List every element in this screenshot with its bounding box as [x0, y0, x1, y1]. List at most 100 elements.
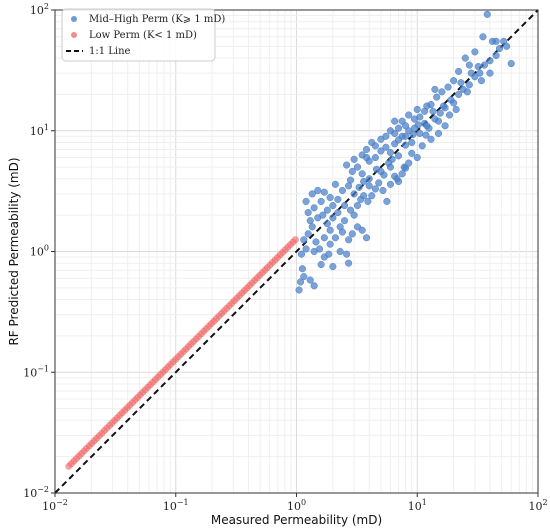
data-point-mid-high — [444, 83, 452, 91]
data-point-mid-high — [362, 153, 371, 162]
data-point-mid-high — [306, 276, 314, 284]
y-axis-label: RF Predicted Permeability (mD) — [7, 157, 21, 345]
x-tick-label: 10−1 — [163, 498, 189, 513]
data-point-mid-high — [319, 211, 327, 219]
data-point-mid-high — [348, 167, 356, 176]
data-point-mid-high — [465, 81, 473, 89]
data-point-mid-high — [304, 209, 312, 217]
data-point-mid-high — [358, 226, 366, 234]
data-point-mid-high — [300, 236, 308, 244]
legend-label-low: Low Perm (K< 1 mD) — [89, 30, 197, 41]
data-point-mid-high — [394, 152, 403, 160]
one-to-one-line-layer — [54, 9, 539, 494]
data-point-mid-high — [474, 63, 482, 71]
data-point-mid-high — [401, 122, 410, 130]
data-point-mid-high — [308, 190, 316, 198]
data-point-mid-high — [400, 163, 408, 171]
data-point-mid-high — [343, 161, 351, 169]
data-point-mid-high — [439, 102, 448, 110]
data-point-mid-high — [302, 245, 310, 253]
data-point-mid-high — [405, 111, 413, 119]
data-point-mid-high — [372, 165, 381, 173]
data-point-mid-high — [463, 88, 471, 96]
data-point-mid-high — [317, 260, 325, 269]
data-point-mid-high — [386, 148, 395, 157]
data-point-mid-high — [377, 135, 385, 143]
data-point-mid-high — [483, 10, 491, 18]
data-point-mid-high — [455, 67, 463, 75]
data-point-mid-high — [346, 206, 355, 214]
legend-box — [61, 8, 216, 62]
data-point-mid-high — [452, 105, 460, 114]
legend: Mid–High Perm (K⩾ 1 mD) Low Perm (K< 1 m… — [61, 8, 225, 62]
data-point-mid-high — [297, 250, 306, 258]
data-point-mid-high — [314, 186, 322, 195]
data-point-mid-high — [331, 180, 339, 188]
y-tick-label: 10−2 — [23, 485, 49, 500]
data-point-mid-high — [405, 159, 413, 167]
legend-marker-mid-high — [71, 16, 77, 22]
data-point-mid-high — [386, 180, 395, 188]
data-point-mid-high — [346, 176, 355, 184]
data-point-mid-high — [379, 186, 387, 195]
data-point-mid-high — [455, 90, 463, 98]
data-point-mid-high — [401, 141, 410, 149]
data-point-mid-high — [355, 183, 363, 191]
data-point-mid-high — [480, 61, 488, 69]
data-point-mid-high — [326, 240, 334, 248]
data-point-mid-high — [450, 77, 458, 85]
data-point-mid-high — [360, 177, 368, 186]
x-tick-label: 102 — [528, 498, 547, 513]
x-tick-label: 10−2 — [42, 498, 68, 513]
data-point-mid-high — [388, 155, 396, 163]
data-point-mid-high — [382, 143, 390, 151]
data-point-mid-high — [320, 234, 328, 242]
data-point-mid-high — [401, 132, 410, 140]
data-point-mid-high — [433, 93, 441, 101]
data-point-mid-high — [358, 170, 366, 178]
data-point-mid-high — [310, 204, 318, 212]
data-point-mid-high — [416, 129, 424, 137]
data-point-mid-high — [312, 238, 320, 246]
data-point-mid-high — [371, 153, 379, 162]
data-point-mid-high — [323, 220, 331, 228]
data-point-mid-high — [408, 149, 416, 157]
data-point-mid-high — [310, 282, 318, 290]
data-point-mid-high — [441, 122, 449, 130]
data-point-mid-high — [438, 88, 446, 96]
data-point-mid-high — [350, 155, 358, 163]
x-axis-label: Measured Permeability (mD) — [211, 513, 382, 527]
y-tick-label: 10−1 — [23, 364, 49, 379]
x-tick-label: 101 — [408, 498, 427, 513]
data-point-mid-high — [436, 109, 444, 117]
data-point-mid-high — [331, 234, 339, 242]
data-point-mid-high — [423, 122, 431, 130]
data-point-mid-high — [479, 33, 487, 41]
data-point-mid-high — [343, 250, 351, 258]
data-point-mid-high — [317, 197, 325, 205]
data-point-mid-high — [486, 69, 494, 77]
data-point-mid-high — [326, 193, 334, 202]
x-tick-label: 100 — [287, 498, 306, 513]
data-point-mid-high — [345, 236, 353, 244]
data-point-mid-high — [429, 107, 437, 115]
data-point-mid-high — [308, 223, 316, 231]
data-point-mid-high — [310, 247, 318, 256]
y-tick-label: 101 — [30, 123, 49, 138]
data-point-mid-high — [465, 61, 473, 69]
data-point-mid-high — [371, 185, 379, 193]
data-point-mid-high — [362, 145, 371, 154]
data-point-mid-high — [457, 79, 465, 87]
data-point-mid-high — [398, 170, 406, 178]
data-point-mid-high — [414, 121, 422, 129]
y-tick-label: 100 — [30, 244, 49, 259]
data-point-mid-high — [306, 217, 314, 225]
data-point-mid-high — [348, 230, 356, 238]
data-point-mid-high — [427, 135, 435, 143]
legend-marker-low — [71, 32, 77, 38]
data-point-mid-high — [492, 51, 500, 60]
data-point-mid-high — [423, 102, 431, 110]
data-point-mid-high — [418, 142, 426, 150]
data-point-mid-high — [434, 129, 443, 137]
data-point-mid-high — [325, 250, 333, 258]
